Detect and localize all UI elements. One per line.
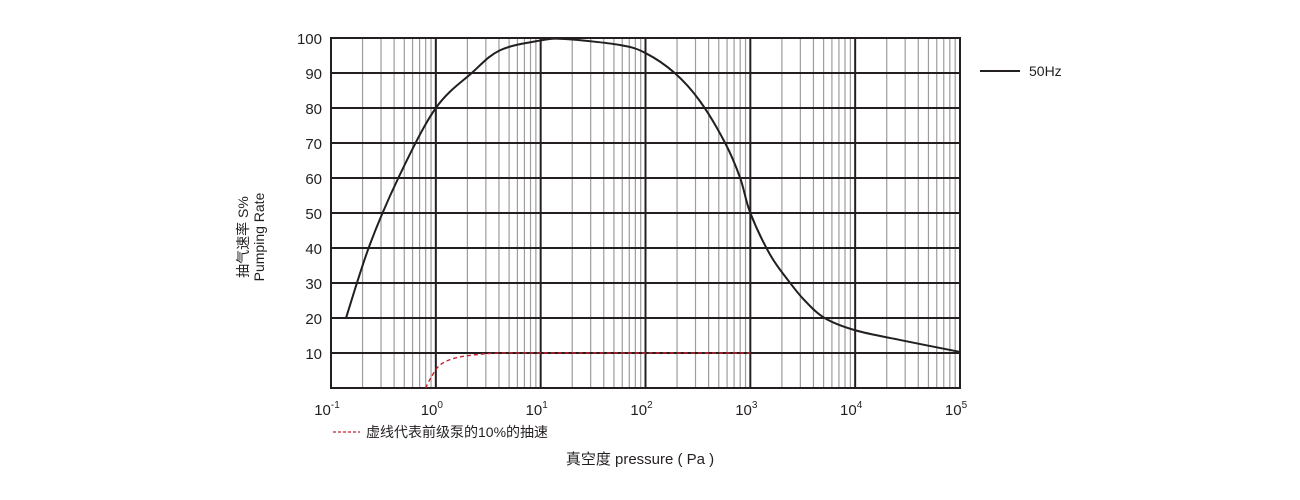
y-axis-label-line-1: 抽气速率 S% <box>235 196 251 278</box>
x-tick-exponent: 2 <box>647 400 653 411</box>
y-tick-label: 70 <box>305 136 322 153</box>
x-axis-label: 真空度 pressure ( Pa ) <box>566 450 714 468</box>
y-tick-label: 10 <box>305 346 322 363</box>
x-tick-exponent: 1 <box>542 400 548 411</box>
x-tick-label: 103 <box>735 400 758 419</box>
x-tick-exponent: 4 <box>857 400 863 411</box>
x-tick-label: 101 <box>526 400 549 419</box>
x-tick-base: 10 <box>314 402 331 419</box>
y-tick-label: 40 <box>305 241 322 258</box>
x-tick-label: 100 <box>421 400 444 419</box>
x-tick-labels: 10-1 100 101 102 103 104 105 <box>314 400 967 419</box>
y-axis-label-line-2: Pumping Rate <box>251 192 267 281</box>
x-tick-exponent: -1 <box>331 400 340 411</box>
y-tick-label: 100 <box>297 31 322 48</box>
y-tick-labels: 10 20 30 40 50 60 70 80 90 100 <box>297 31 322 363</box>
x-tick-exponent: 0 <box>437 400 443 411</box>
grid <box>330 37 961 389</box>
x-tick-label: 10-1 <box>314 400 340 419</box>
y-tick-label: 60 <box>305 171 322 188</box>
x-tick-label: 102 <box>630 400 653 419</box>
x-tick-base: 10 <box>840 402 857 419</box>
x-tick-exponent: 3 <box>752 400 758 411</box>
legend-dashed: 虚线代表前级泵的10%的抽速 <box>333 424 548 440</box>
x-tick-base: 10 <box>945 402 962 419</box>
x-tick-label: 104 <box>840 400 863 419</box>
x-tick-label: 105 <box>945 400 968 419</box>
x-tick-base: 10 <box>735 402 752 419</box>
y-axis-label: 抽气速率 S% Pumping Rate <box>235 192 267 281</box>
legend-50hz-label: 50Hz <box>1029 63 1062 79</box>
plot-frame <box>330 37 961 389</box>
x-tick-exponent: 5 <box>962 400 968 411</box>
series-line-1 <box>425 352 751 389</box>
legend-50hz: 50Hz <box>980 63 1062 79</box>
y-tick-label: 20 <box>305 311 322 328</box>
series-layer <box>345 37 961 389</box>
y-tick-label: 50 <box>305 206 322 223</box>
y-tick-label: 30 <box>305 276 322 293</box>
x-tick-base: 10 <box>526 402 543 419</box>
series-line-0 <box>345 37 961 353</box>
y-tick-label: 90 <box>305 66 322 83</box>
x-tick-base: 10 <box>630 402 647 419</box>
legend-dashed-label: 虚线代表前级泵的10%的抽速 <box>366 424 548 440</box>
x-tick-base: 10 <box>421 402 438 419</box>
y-tick-label: 80 <box>305 101 322 118</box>
